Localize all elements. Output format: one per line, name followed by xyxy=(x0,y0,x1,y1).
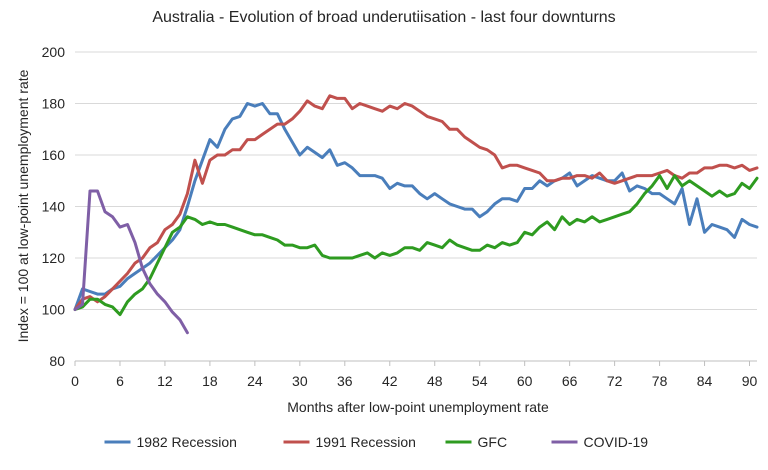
x-tick-label: 30 xyxy=(292,373,308,389)
legend-item: 1982 Recession xyxy=(104,434,237,450)
y-tick-label: 120 xyxy=(42,250,66,266)
x-tick-label: 48 xyxy=(427,373,443,389)
legend: 1982 Recession 1991 Recession GFC COVID-19 xyxy=(104,434,649,450)
x-tick-label: 42 xyxy=(382,373,398,389)
legend-label: GFC xyxy=(478,434,508,450)
series-line-1982-recession xyxy=(73,102,759,311)
x-tick-label: 60 xyxy=(517,373,533,389)
x-tick-label: 24 xyxy=(247,373,263,389)
series-lines xyxy=(73,94,759,335)
series-line-1991-recession xyxy=(73,94,759,311)
x-tick-label: 66 xyxy=(562,373,578,389)
x-tick-label: 6 xyxy=(116,373,124,389)
y-tick-label: 80 xyxy=(49,353,65,369)
y-tick-label: 160 xyxy=(42,147,66,163)
legend-item: 1991 Recession xyxy=(283,434,416,450)
legend-item: COVID-19 xyxy=(551,434,649,450)
y-tick-label: 100 xyxy=(42,302,66,318)
axes: 80 100 120 140 160 180 200 0 6 12 18 24 30 36 42 48 54 60… xyxy=(42,44,758,389)
x-tick-label: 84 xyxy=(697,373,713,389)
legend-item: GFC xyxy=(445,434,508,450)
legend-label: 1982 Recession xyxy=(137,434,237,450)
x-tick-label: 18 xyxy=(202,373,218,389)
x-tick-label: 54 xyxy=(472,373,488,389)
y-tick-label: 140 xyxy=(42,199,66,215)
series-line-covid-19 xyxy=(73,189,189,335)
y-tick-label: 180 xyxy=(42,96,66,112)
x-tick-label: 0 xyxy=(71,373,79,389)
x-tick-label: 90 xyxy=(742,373,758,389)
y-tick-label: 200 xyxy=(42,44,66,60)
chart-title: Australia - Evolution of broad underutii… xyxy=(152,9,615,26)
x-axis-label: Months after low-point unemployment rate xyxy=(287,399,549,415)
legend-label: COVID-19 xyxy=(584,434,649,450)
y-axis-label: Index = 100 at low-point unemployment ra… xyxy=(15,69,31,342)
x-tick-label: 72 xyxy=(607,373,623,389)
x-tick-label: 36 xyxy=(337,373,353,389)
x-tick-label: 78 xyxy=(652,373,668,389)
series-line-gfc xyxy=(73,174,759,317)
legend-label: 1991 Recession xyxy=(316,434,416,450)
x-tick-label: 12 xyxy=(157,373,173,389)
